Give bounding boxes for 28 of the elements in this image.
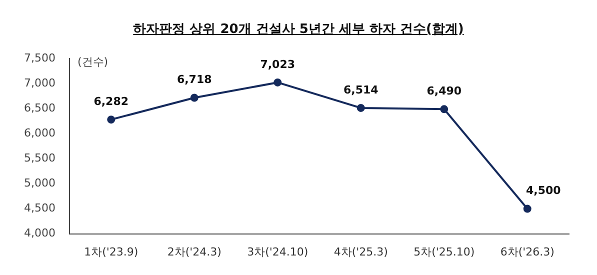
y-tick-label: 4,500 [24, 202, 56, 215]
data-label: 7,023 [260, 58, 296, 71]
data-label: 6,282 [94, 94, 129, 108]
x-tick-label: 2차('24.3) [167, 245, 222, 258]
data-label: 6,718 [176, 73, 212, 86]
point [107, 116, 116, 124]
y-tick-label: 5,000 [24, 176, 56, 190]
y-tick-label: 4,000 [24, 226, 56, 240]
data-label: 6,514 [343, 83, 379, 96]
point [440, 105, 448, 114]
point [274, 78, 282, 86]
x-tick-label: 3차('24.10) [247, 245, 308, 258]
y-tick-label: 6,500 [24, 102, 56, 115]
point [523, 204, 532, 213]
data-label: 6,490 [426, 84, 462, 98]
y-axis-title: (건수) [77, 55, 108, 68]
x-tick-label: 1차('23.9) [84, 245, 138, 258]
x-tick-label: 6차('26.3) [500, 245, 554, 258]
x-tick-label: 4차('25.3) [334, 245, 388, 258]
y-tick-label: 7,000 [24, 76, 56, 90]
y-tick-label: 5,500 [24, 152, 56, 165]
x-tick-label: 5차('25.10) [414, 245, 475, 258]
data-label: 4,500 [526, 184, 562, 198]
point [190, 94, 198, 102]
y-tick-label: 6,000 [24, 126, 56, 140]
y-tick-label: 7,500 [24, 51, 56, 64]
chart-title: 하자판정 상위 20개 건설사 5년간 세부 하자 건수(합계) [132, 21, 465, 38]
point [356, 104, 365, 112]
